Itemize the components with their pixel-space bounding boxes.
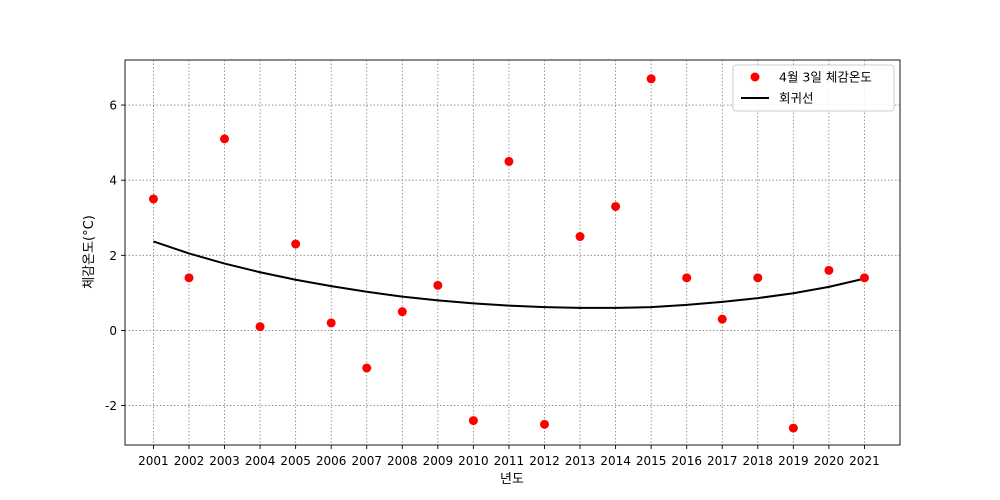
- x-tick-label: 2017: [707, 454, 738, 468]
- scatter-point: [220, 134, 230, 144]
- y-axis-ticks: -2 0 2 4 6: [105, 99, 125, 413]
- scatter-point: [788, 423, 798, 433]
- scatter-point: [362, 363, 372, 373]
- scatter-point: [682, 273, 692, 283]
- regression-line-layer: [153, 240, 865, 309]
- scatter-point: [611, 201, 621, 211]
- legend-label-line: 회귀선: [779, 91, 814, 106]
- x-tick-label: 2016: [671, 454, 702, 468]
- x-axis-label: 년도: [500, 472, 524, 487]
- x-tick-label: 2008: [387, 454, 418, 468]
- legend: 4월 3일 체감온도 회귀선: [732, 64, 895, 112]
- x-tick-label: 2012: [529, 454, 560, 468]
- x-tick-label: 2011: [494, 454, 525, 468]
- scatter-point: [575, 232, 585, 242]
- legend-label-scatter: 4월 3일 체감온도: [779, 70, 872, 85]
- scatter-point: [397, 307, 407, 317]
- scatter-point: [291, 239, 301, 249]
- legend-marker-scatter: [750, 72, 760, 82]
- scatter-point: [148, 194, 158, 204]
- x-tick-label: 2021: [849, 454, 880, 468]
- scatter-point: [326, 318, 336, 328]
- x-tick-label: 2019: [778, 454, 809, 468]
- scatter-point: [824, 265, 834, 275]
- y-tick-label: 6: [109, 99, 117, 113]
- y-tick-label: 0: [109, 324, 117, 338]
- x-tick-label: 2013: [565, 454, 596, 468]
- x-tick-label: 2014: [600, 454, 631, 468]
- x-tick-label: 2009: [423, 454, 454, 468]
- x-axis-ticks: 2001 2002 2003 2004 2005 2006 2007 2008 2009 2010…: [138, 445, 880, 468]
- x-tick-label: 2015: [636, 454, 667, 468]
- x-tick-label: 2010: [458, 454, 489, 468]
- y-tick-label: 2: [109, 249, 117, 263]
- x-tick-label: 2002: [174, 454, 205, 468]
- scatter-point: [504, 156, 514, 166]
- plot-area-frame: [124, 59, 901, 446]
- scatter-point: [646, 74, 656, 84]
- x-tick-label: 2001: [138, 454, 169, 468]
- x-tick-label: 2004: [245, 454, 276, 468]
- x-tick-label: 2018: [743, 454, 774, 468]
- x-tick-label: 2020: [814, 454, 845, 468]
- x-tick-label: 2003: [209, 454, 240, 468]
- scatter-point: [539, 419, 549, 429]
- x-tick-label: 2006: [316, 454, 347, 468]
- legend-box: [732, 64, 895, 112]
- scatter-point: [859, 273, 869, 283]
- scatter-point: [433, 280, 443, 290]
- scatter-point: [753, 273, 763, 283]
- x-tick-label: 2007: [351, 454, 382, 468]
- y-tick-label: 4: [109, 174, 117, 188]
- scatter-points: [148, 74, 869, 433]
- regression-line: [153, 240, 865, 309]
- y-axis-label: 체감온도(°C): [82, 215, 97, 289]
- grid: [125, 60, 900, 445]
- scatter-point: [255, 322, 265, 332]
- y-tick-label: -2: [105, 399, 117, 413]
- scatter-point: [184, 273, 194, 283]
- x-tick-label: 2005: [280, 454, 311, 468]
- scatter-point: [717, 314, 727, 324]
- scatter-point: [468, 416, 478, 426]
